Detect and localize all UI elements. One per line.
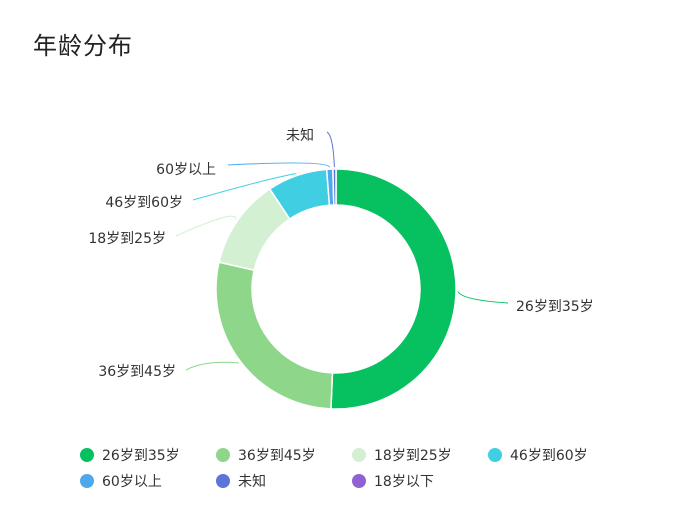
legend-swatch-5 [216, 474, 230, 488]
donut-chart: 26岁到35岁 36岁到45岁 18岁到25岁 46岁到60岁 60岁以上 未知 [88, 127, 594, 410]
legend-swatch-2 [352, 448, 366, 462]
slice-label-4: 60岁以上 [156, 162, 216, 178]
slice-1[interactable] [215, 261, 334, 410]
leader-line-5 [326, 131, 335, 168]
legend-swatch-1 [216, 448, 230, 462]
legend-label-5: 未知 [238, 474, 266, 490]
slice-5[interactable] [332, 168, 337, 206]
legend-label-6: 18岁以下 [374, 474, 434, 490]
legend-swatch-4 [80, 474, 94, 488]
slice-0[interactable] [330, 168, 457, 410]
chart-title: 年龄分布 [33, 32, 133, 60]
leader-line-1 [185, 361, 240, 371]
slice-label-5: 未知 [286, 127, 314, 144]
legend-item-0[interactable]: 26岁到35岁 [80, 444, 216, 466]
leader-line-0 [457, 291, 509, 304]
legend-item-1[interactable]: 36岁到45岁 [216, 444, 352, 466]
leader-line-2 [175, 215, 237, 237]
slice-label-2: 18岁到25岁 [88, 231, 166, 247]
legend-label-2: 18岁到25岁 [374, 448, 452, 464]
slice-label-1: 36岁到45岁 [98, 364, 176, 380]
leader-line-4 [227, 162, 331, 168]
slice-label-0: 26岁到35岁 [516, 299, 594, 315]
legend-swatch-0 [80, 448, 94, 462]
legend-label-0: 26岁到35岁 [102, 448, 180, 464]
legend-item-5[interactable]: 未知 [216, 470, 352, 492]
legend-item-2[interactable]: 18岁到25岁 [352, 444, 488, 466]
legend-item-6[interactable]: 18岁以下 [352, 470, 488, 492]
chart-legend: 26岁到35岁 36岁到45岁 18岁到25岁 46岁到60岁 60岁以上 未知 18岁以下 [80, 444, 660, 492]
legend-item-4[interactable]: 60岁以上 [80, 470, 216, 492]
legend-swatch-6 [352, 474, 366, 488]
legend-label-1: 36岁到45岁 [238, 448, 316, 464]
legend-label-4: 60岁以上 [102, 474, 162, 490]
legend-label-3: 46岁到60岁 [510, 448, 588, 464]
legend-item-3[interactable]: 46岁到60岁 [488, 444, 624, 466]
slice-label-3: 46岁到60岁 [105, 195, 183, 211]
leader-line-3 [192, 173, 297, 201]
legend-swatch-3 [488, 448, 502, 462]
